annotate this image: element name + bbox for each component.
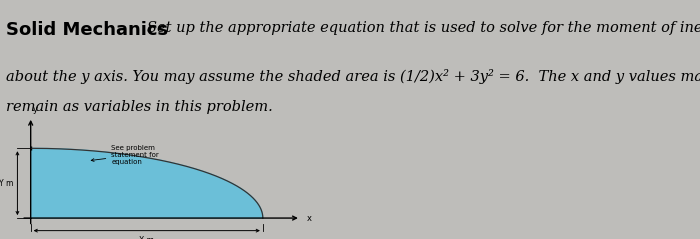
Text: Y m: Y m [0,179,13,188]
Polygon shape [31,148,262,218]
Text: X m: X m [139,235,154,239]
Text: x: x [307,214,312,223]
Text: Set up the appropriate equation that is used to solve for the moment of inertia: Set up the appropriate equation that is … [147,21,700,35]
Text: Solid Mechanics: Solid Mechanics [6,21,168,39]
Text: See problem
statement for
equation: See problem statement for equation [91,145,159,165]
Text: remain as variables in this problem.: remain as variables in this problem. [6,100,272,114]
Text: about the y axis. You may assume the shaded area is (1/2)x² + 3y² = 6.  The x an: about the y axis. You may assume the sha… [6,69,700,84]
Text: y: y [33,105,38,114]
